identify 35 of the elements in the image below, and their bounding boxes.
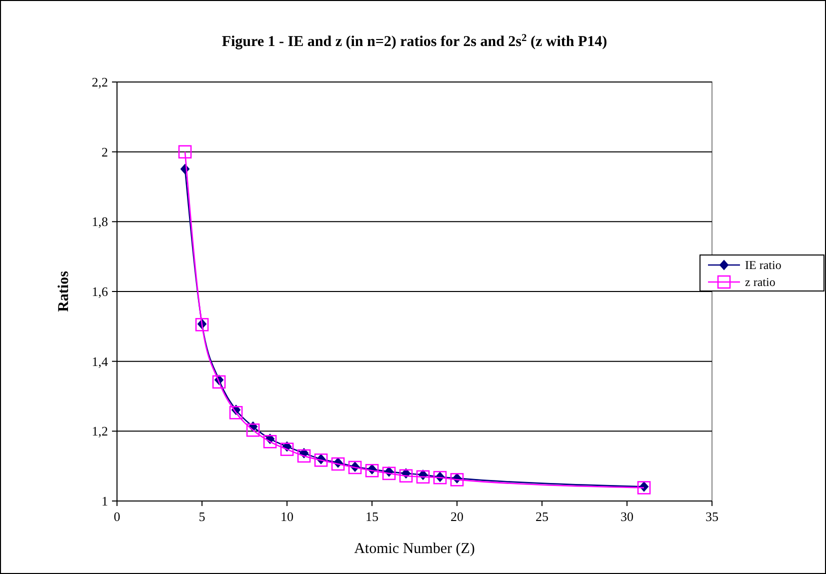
x-tick-label: 10 [280,509,294,524]
point [246,423,260,437]
point [178,145,192,158]
y-tick-label: 1 [102,494,108,509]
y-tick-label: 1,6 [92,284,108,300]
point [331,457,345,471]
point [212,375,226,389]
y-axis-title: Ratios [56,270,72,312]
y-tick-label: 2 [102,144,108,160]
x-tick-label: 25 [536,509,548,524]
x-tick-label: 0 [114,509,120,524]
point [280,442,294,456]
y-tick-label: 2,2 [92,74,108,90]
point [416,470,430,484]
chart-title: Figure 1 - IE and z (in n=2) ratios for 2s and 2s$^{2}$ (z with P14) [222,32,608,50]
x-tick-label: 35 [706,509,718,524]
point [399,469,413,483]
point [450,473,464,486]
y-tick-label: 1,4 [92,354,108,369]
point [314,453,328,467]
legend-label: IE ratio [745,258,782,272]
x-tick-label: 5 [198,509,206,524]
point [637,481,651,494]
x-tick-label: 20 [450,509,464,524]
x-axis-title: Atomic Number (Z) [354,541,475,557]
point [365,464,379,478]
x-tick-label: 30 [620,509,634,524]
point [263,434,277,448]
point [382,466,396,480]
point [229,406,243,420]
legend-label: z ratio [745,275,776,290]
x-tick-label: 15 [366,509,378,524]
point [297,449,311,463]
y-tick-label: 1,2 [92,424,108,439]
y-tick-label: 1,8 [92,214,108,230]
